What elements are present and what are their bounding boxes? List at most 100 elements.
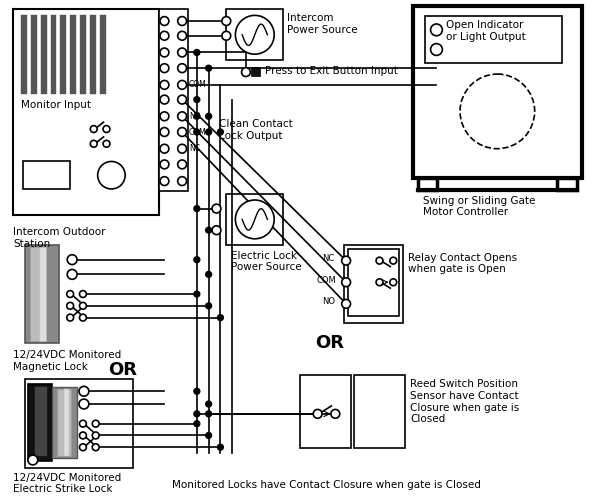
Text: Press to Exit Button Input: Press to Exit Button Input <box>265 66 398 76</box>
Circle shape <box>79 314 86 321</box>
Bar <box>348 249 399 316</box>
Circle shape <box>178 144 187 153</box>
Circle shape <box>194 206 200 212</box>
Circle shape <box>342 300 350 308</box>
Bar <box>418 178 437 190</box>
Circle shape <box>67 290 73 298</box>
Circle shape <box>206 114 212 119</box>
Bar <box>226 194 283 245</box>
Bar <box>90 15 96 94</box>
Circle shape <box>79 444 86 450</box>
Circle shape <box>430 24 442 36</box>
Circle shape <box>178 64 187 72</box>
Circle shape <box>178 112 187 120</box>
Text: Intercom Outdoor
Station: Intercom Outdoor Station <box>13 228 105 249</box>
Bar <box>25 380 133 468</box>
Bar <box>23 162 70 189</box>
Circle shape <box>79 302 86 310</box>
Circle shape <box>67 302 73 310</box>
Bar <box>25 245 60 343</box>
Circle shape <box>79 399 89 409</box>
Bar <box>35 388 46 456</box>
Circle shape <box>160 48 169 57</box>
Circle shape <box>313 410 322 418</box>
Bar <box>425 16 562 64</box>
Circle shape <box>194 411 200 417</box>
Circle shape <box>342 256 350 265</box>
Circle shape <box>160 95 169 104</box>
Bar <box>70 15 76 94</box>
Circle shape <box>178 128 187 136</box>
Circle shape <box>222 16 231 26</box>
Circle shape <box>178 80 187 90</box>
Bar <box>31 15 37 94</box>
Text: NC: NC <box>322 254 335 263</box>
Bar <box>57 390 71 456</box>
Circle shape <box>28 455 38 465</box>
Circle shape <box>212 204 221 213</box>
Bar <box>100 15 105 94</box>
Circle shape <box>160 64 169 72</box>
Circle shape <box>390 257 397 264</box>
Bar <box>30 247 44 341</box>
Text: COM: COM <box>189 128 207 136</box>
Circle shape <box>178 48 187 57</box>
Text: Electric Lock
Power Source: Electric Lock Power Source <box>231 251 302 272</box>
Circle shape <box>178 16 187 26</box>
Bar <box>39 247 46 341</box>
Circle shape <box>206 65 212 71</box>
Circle shape <box>206 129 212 135</box>
Circle shape <box>241 68 250 76</box>
Circle shape <box>218 129 224 135</box>
Circle shape <box>194 291 200 297</box>
Circle shape <box>390 279 397 285</box>
Circle shape <box>430 44 442 56</box>
Text: Intercom
Power Source: Intercom Power Source <box>287 13 358 35</box>
Circle shape <box>160 16 169 26</box>
Circle shape <box>194 114 200 119</box>
Circle shape <box>460 74 535 148</box>
Circle shape <box>160 32 169 40</box>
Circle shape <box>178 176 187 186</box>
Bar <box>13 9 159 216</box>
Bar <box>51 15 57 94</box>
Circle shape <box>194 129 200 135</box>
Circle shape <box>79 386 89 396</box>
Circle shape <box>67 255 77 264</box>
Circle shape <box>160 128 169 136</box>
Text: Clean Contact
Lock Output: Clean Contact Lock Output <box>219 119 293 141</box>
Circle shape <box>218 314 224 320</box>
Circle shape <box>67 270 77 280</box>
Text: Reed Switch Position
Sensor have Contact
Closure when gate is
Closed: Reed Switch Position Sensor have Contact… <box>410 380 519 424</box>
Circle shape <box>206 272 212 278</box>
Circle shape <box>160 144 169 153</box>
Circle shape <box>212 226 221 234</box>
Circle shape <box>206 411 212 417</box>
Text: COM: COM <box>316 276 336 285</box>
Bar <box>21 15 27 94</box>
Circle shape <box>194 256 200 262</box>
Bar <box>413 6 582 178</box>
Circle shape <box>376 279 383 285</box>
Text: NO: NO <box>322 298 336 306</box>
Circle shape <box>178 32 187 40</box>
Circle shape <box>194 50 200 56</box>
Text: Monitor Input: Monitor Input <box>21 100 91 110</box>
Circle shape <box>235 200 274 239</box>
Circle shape <box>206 401 212 407</box>
Text: 12/24VDC Monitored
Magnetic Lock: 12/24VDC Monitored Magnetic Lock <box>13 350 122 372</box>
Circle shape <box>194 96 200 102</box>
Text: COM: COM <box>189 80 207 90</box>
Bar <box>557 178 577 190</box>
Text: NC: NC <box>189 144 200 153</box>
Circle shape <box>92 432 99 439</box>
Bar <box>60 15 66 94</box>
Bar <box>64 390 69 456</box>
Circle shape <box>160 160 169 169</box>
Circle shape <box>103 126 110 132</box>
Text: Monitored Locks have Contact Closure when gate is Closed: Monitored Locks have Contact Closure whe… <box>172 480 481 490</box>
Circle shape <box>206 432 212 438</box>
Circle shape <box>178 160 187 169</box>
Circle shape <box>376 257 383 264</box>
Circle shape <box>194 388 200 394</box>
